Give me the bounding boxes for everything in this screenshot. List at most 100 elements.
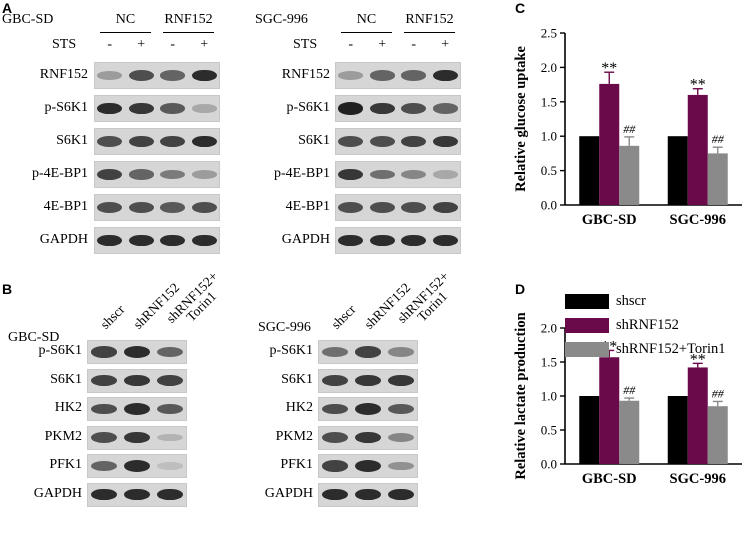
legend-label: shRNF152+Torin1 — [616, 341, 726, 357]
blot-row-label: 4E-BP1 — [285, 198, 330, 214]
blot-band — [128, 135, 154, 148]
blot-band — [128, 169, 154, 180]
blot-band — [321, 403, 348, 415]
blot-band — [90, 432, 117, 443]
group-underline — [404, 32, 455, 33]
blot-band — [388, 403, 415, 415]
blot-band — [338, 102, 364, 115]
blot-row-label: GAPDH — [264, 485, 313, 501]
lane-label: shscr — [328, 302, 358, 332]
blot-band — [355, 346, 381, 358]
blot-band — [401, 70, 427, 81]
blot-band — [401, 103, 427, 114]
sts-mark: + — [378, 37, 387, 52]
group-label: RNF152 — [405, 12, 454, 27]
blot-band — [338, 202, 364, 213]
blot-band — [90, 374, 117, 387]
cell-line-label: SGC-996 — [255, 12, 308, 27]
blot-band — [90, 488, 117, 501]
blot-band — [97, 102, 123, 115]
bar — [667, 396, 688, 464]
lane-label: shRNF152+ Torin1 — [164, 269, 229, 334]
blot-band — [128, 102, 154, 115]
blot-row-label: S6K1 — [298, 132, 330, 148]
blot-band — [321, 432, 348, 443]
blot-band — [432, 234, 458, 247]
blot-band — [124, 488, 150, 501]
blot-band — [388, 488, 415, 501]
sts-mark: - — [348, 37, 354, 52]
blot-band — [432, 135, 458, 148]
significance-mark: ## — [712, 386, 725, 400]
blot-band — [191, 69, 217, 82]
blot-row-label: PKM2 — [44, 428, 82, 444]
cell-line-label: GBC-SD — [2, 12, 54, 27]
blot-row-label: PKM2 — [275, 428, 313, 444]
bar — [599, 357, 620, 464]
y-tick-label: 0.5 — [541, 423, 557, 438]
blot-band — [369, 102, 395, 115]
blot-band — [90, 346, 117, 358]
blot-band — [355, 460, 381, 472]
blot-band — [388, 374, 415, 387]
y-tick-label: 1.5 — [541, 94, 557, 109]
blot-band — [338, 136, 364, 147]
category-label: GBC-SD — [582, 471, 637, 487]
lane-label: shscr — [97, 302, 127, 332]
blot-band — [338, 168, 364, 181]
y-axis-label: Relative lactate production — [513, 312, 529, 479]
blot-band — [157, 433, 184, 442]
blot-band — [321, 347, 348, 357]
blot-band — [191, 104, 217, 113]
bar-chart-lactate-production: 0.0 0.5 1.0 1.5 2.0 Relative lactate producti… — [513, 312, 742, 487]
blot-band — [160, 103, 186, 114]
blot-band — [97, 136, 123, 147]
lane-label: shRNF152+ Torin1 — [395, 269, 460, 334]
significance-mark: ** — [690, 77, 706, 94]
bar — [667, 136, 688, 205]
blot-row-label: 4E-BP1 — [43, 198, 88, 214]
group-label: NC — [356, 12, 377, 27]
y-tick-label: 1.5 — [541, 355, 557, 370]
sts-label: STS — [52, 37, 77, 52]
blot-row-label: RNF152 — [281, 66, 330, 82]
blot-band — [157, 346, 184, 358]
bar — [579, 396, 600, 464]
blot-band — [97, 234, 123, 247]
blot-row-label: HK2 — [285, 400, 313, 415]
blot-row-label: GAPDH — [281, 231, 330, 247]
blot-band — [355, 488, 381, 501]
blot-row-label: S6K1 — [50, 371, 82, 387]
blot-band — [401, 202, 427, 213]
panel-letter-d: D — [515, 281, 526, 297]
blot-band — [97, 71, 123, 80]
blot-band — [355, 431, 381, 444]
significance-mark: ** — [690, 351, 706, 368]
group-label: RNF152 — [164, 12, 213, 27]
blot-band — [369, 169, 395, 180]
blot-band — [321, 374, 348, 387]
blot-band — [338, 71, 364, 80]
category-label: SGC-996 — [670, 212, 726, 228]
bar — [687, 367, 708, 464]
blot-band — [432, 170, 458, 179]
bar — [687, 94, 708, 205]
blot-band — [160, 202, 186, 213]
blot-band — [191, 135, 217, 148]
blot-band — [432, 201, 458, 214]
panel-letter-b: B — [2, 281, 13, 297]
blot-row-label: S6K1 — [56, 132, 88, 148]
blot-band — [160, 234, 186, 247]
blot-band — [128, 234, 154, 247]
significance-mark: ** — [601, 60, 617, 77]
sts-mark: + — [137, 37, 146, 52]
bar — [599, 83, 620, 205]
blot-band — [338, 234, 364, 247]
blot-row-label: p-4E-BP1 — [274, 165, 330, 181]
blot-band — [160, 135, 186, 148]
blot-band — [160, 169, 186, 180]
legend-swatch — [565, 318, 609, 333]
blot-row-label: GAPDH — [33, 485, 82, 501]
significance-mark: ## — [623, 122, 636, 136]
y-tick-label: 2.5 — [541, 26, 557, 41]
